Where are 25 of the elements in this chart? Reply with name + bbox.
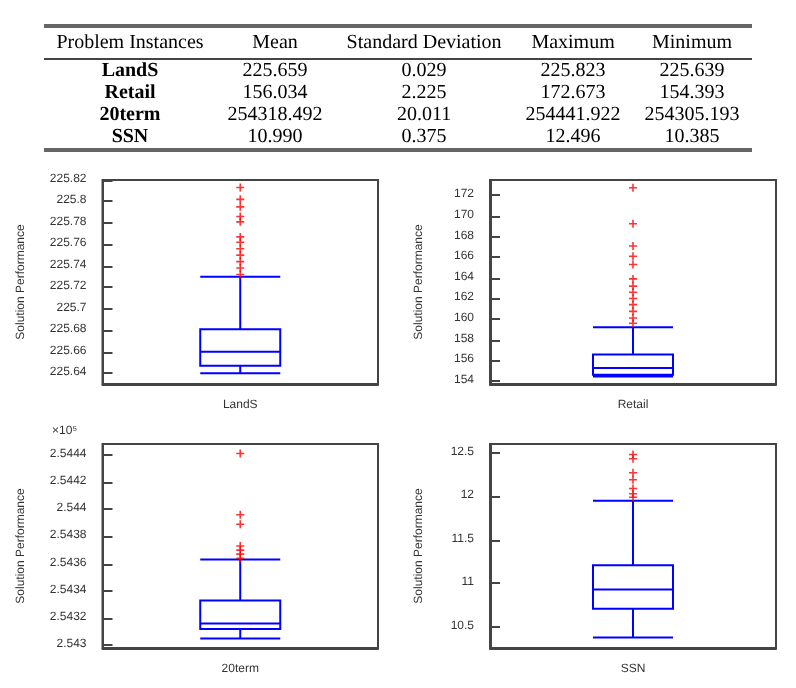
text: 12.496: [545, 126, 601, 148]
text: 225.659: [242, 60, 308, 82]
text: 10.385: [664, 126, 720, 148]
text: 156.034: [242, 82, 308, 104]
category-label: Mean: [215, 26, 335, 59]
text: 2.225: [401, 82, 447, 104]
category-label: Minimum: [632, 26, 752, 59]
category-label: Retail: [104, 82, 156, 104]
text: 10.990: [247, 126, 303, 148]
text: 225.639: [659, 60, 725, 82]
category-label: LandS: [101, 60, 159, 82]
text: 0.029: [401, 60, 447, 82]
text: 172.673: [540, 82, 606, 104]
category-label: SSN: [111, 126, 149, 148]
text: 154.393: [659, 82, 725, 104]
text: 254441.922: [525, 104, 621, 126]
text: 254318.492: [227, 104, 323, 126]
category-label: Standard Deviation: [334, 26, 514, 59]
text: 20.011: [396, 104, 452, 126]
text: 0.375: [401, 126, 447, 148]
text: 254305.193: [644, 104, 740, 126]
category-label: Problem Instances: [44, 26, 216, 59]
text: 225.823: [540, 60, 606, 82]
category-label: Maximum: [513, 26, 633, 59]
category-label: 20term: [99, 104, 161, 126]
